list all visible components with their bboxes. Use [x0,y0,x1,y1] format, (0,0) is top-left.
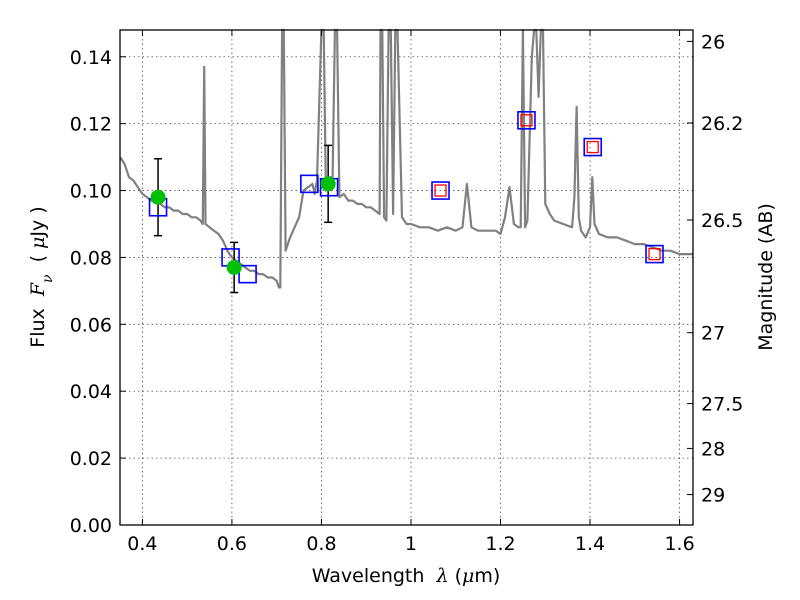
model-photometry-square [431,181,450,200]
red-square-marker [586,140,599,154]
y-axis-label: Flux Fν ( μJy ) [27,206,56,347]
y-tick-label: 0.08 [70,247,112,269]
y-tick-label: 0.00 [70,515,112,537]
x-tick-label: 1.4 [575,533,605,555]
model-photometry-square [517,111,536,130]
y2-tick-label: 26.2 [701,113,743,135]
model-photometry-square [645,244,664,264]
y2-tick-label: 28 [701,438,725,460]
y2-tick-label: 26 [701,31,725,53]
photometry-markers [148,111,664,294]
y2-tick-label: 29 [701,485,725,507]
model-spectrum-series [119,28,693,289]
red-square-marker [434,184,447,197]
axes: 0.4 0.6 0.8 1 1.2 1.4 1.6 0.00 0.02 0.04 0.06 0.08 0… [70,30,743,555]
x-tick-label: 1 [405,533,417,555]
y-tick-label: 0.06 [70,314,112,336]
x-axis-label: Wavelength λ (μm) [312,565,501,587]
grid-lines [120,30,693,526]
y2-tick-label: 27 [701,323,725,345]
red-square-marker [520,114,533,127]
plot-frame [119,29,694,526]
red-square-marker [648,247,661,261]
x-tick-label: 0.4 [127,533,157,555]
y2-tick-label: 26.5 [701,210,743,232]
y-tick-label: 0.12 [70,114,112,136]
x-tick-label: 1.6 [664,533,694,555]
observed-flux-point [226,259,242,275]
y-tick-label: 0.10 [70,181,112,203]
y2-tick-label: 27.5 [701,394,743,416]
observed-flux-point [320,176,336,192]
y-tick-label: 0.02 [70,448,112,470]
y-tick-label: 0.04 [70,381,112,403]
model-photometry-square [300,174,319,194]
model-photometry-square [583,137,603,157]
x-tick-label: 0.8 [306,533,336,555]
model-photometry-square [238,264,257,284]
right-axis-label: Magnitude (AB) [755,203,777,351]
model-spectrum-line [119,28,693,289]
y-tick-label: 0.14 [70,47,112,69]
x-tick-label: 1.2 [485,533,515,555]
x-tick-label: 0.6 [217,533,247,555]
observed-flux-point [150,189,166,205]
